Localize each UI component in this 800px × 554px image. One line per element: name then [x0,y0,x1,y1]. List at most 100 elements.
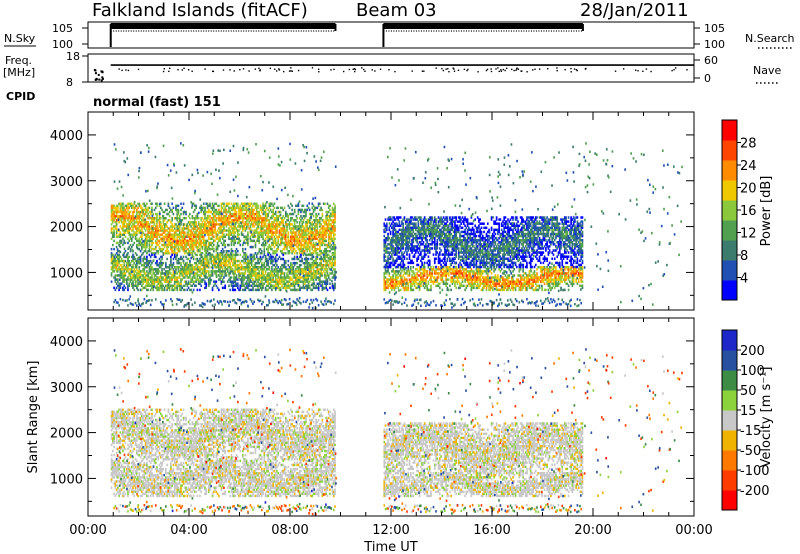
power-cell [204,266,206,269]
power-cell [264,241,267,245]
nave-point [513,69,515,72]
power-cell [195,233,197,236]
power-cell [133,223,136,226]
power-cell [287,219,290,222]
power-cell [153,223,156,226]
power-cell [221,274,224,277]
power-cell [311,206,314,210]
power-cell [223,216,225,220]
power-cell [165,270,167,273]
power-cell [205,243,208,247]
power-cell [191,221,194,224]
power-cell [159,233,162,236]
power-cell [110,229,113,232]
power-cell [330,229,333,232]
power-cell [141,280,143,283]
power-cell [298,216,301,220]
power-cell [139,206,142,210]
power-cell [319,237,321,241]
power-cell [120,263,123,267]
power-cell [182,268,185,271]
power-cell [190,270,192,273]
power-cell [302,247,305,251]
power-cell [219,223,221,226]
power-cell [281,252,283,255]
power-cell [273,249,276,253]
power-cell [161,282,163,285]
power-cell [281,221,283,224]
nave-point [500,70,503,72]
power-cell [292,227,295,230]
power-cell [175,257,177,261]
power-cell [125,255,128,259]
power-cell [185,274,187,277]
power-cell [163,231,166,234]
power-cell [327,225,330,228]
power-cell [242,280,244,283]
power-cell [281,206,283,210]
nave-point [275,70,278,72]
power-cell [180,202,182,205]
power-cell [322,202,325,205]
power-cell [211,233,214,236]
power-cell [124,221,127,224]
power-cell [324,252,326,255]
power-cell [276,216,278,220]
power-cell [290,216,292,220]
power-cell [127,259,129,263]
power-cell [125,225,128,228]
power-cell [325,233,328,236]
power-cell [300,241,302,245]
power-cell [278,233,281,236]
power-cell [313,229,316,232]
power-cell [228,235,230,238]
power-cell [277,210,280,214]
power-cell [248,280,250,283]
power-cell [288,241,291,245]
power-cell [321,208,324,212]
power-cell [268,219,271,222]
power-cell [200,235,203,238]
power-cell [171,252,173,255]
power-cell [231,257,234,261]
power-cell [142,243,144,247]
power-cell [185,212,187,216]
power-cell [189,245,191,249]
power-cell [234,270,237,273]
power-cell [192,270,195,273]
power-cell [176,212,179,216]
nave-point [441,67,443,70]
power-cell [123,216,126,220]
power-cell [219,229,221,232]
power-cell [253,231,256,234]
power-cell [230,280,233,283]
power-cell [216,212,219,216]
power-cell [240,259,243,263]
power-cell [199,261,201,265]
power-cell [286,229,288,232]
power-cell [302,239,305,243]
power-cell [271,214,273,218]
power-cell [231,206,234,210]
power-cell [260,229,263,232]
power-cell [173,225,176,228]
power-cell [225,249,228,253]
power-cell [205,216,208,220]
power-cell [297,239,300,243]
power-cell [263,239,266,243]
power-cell [144,249,147,253]
power-cell [264,239,267,243]
power-cell [307,239,310,243]
power-cell [228,259,230,263]
power-cell [207,274,210,277]
power-cell [171,284,173,288]
power-cell [190,233,192,236]
power-cell [141,284,143,288]
power-cell [113,270,115,273]
power-cell [239,268,242,271]
power-cell [269,227,272,230]
power-cell [119,233,122,236]
frequency-scatter [98,78,101,81]
power-cell [215,280,218,283]
